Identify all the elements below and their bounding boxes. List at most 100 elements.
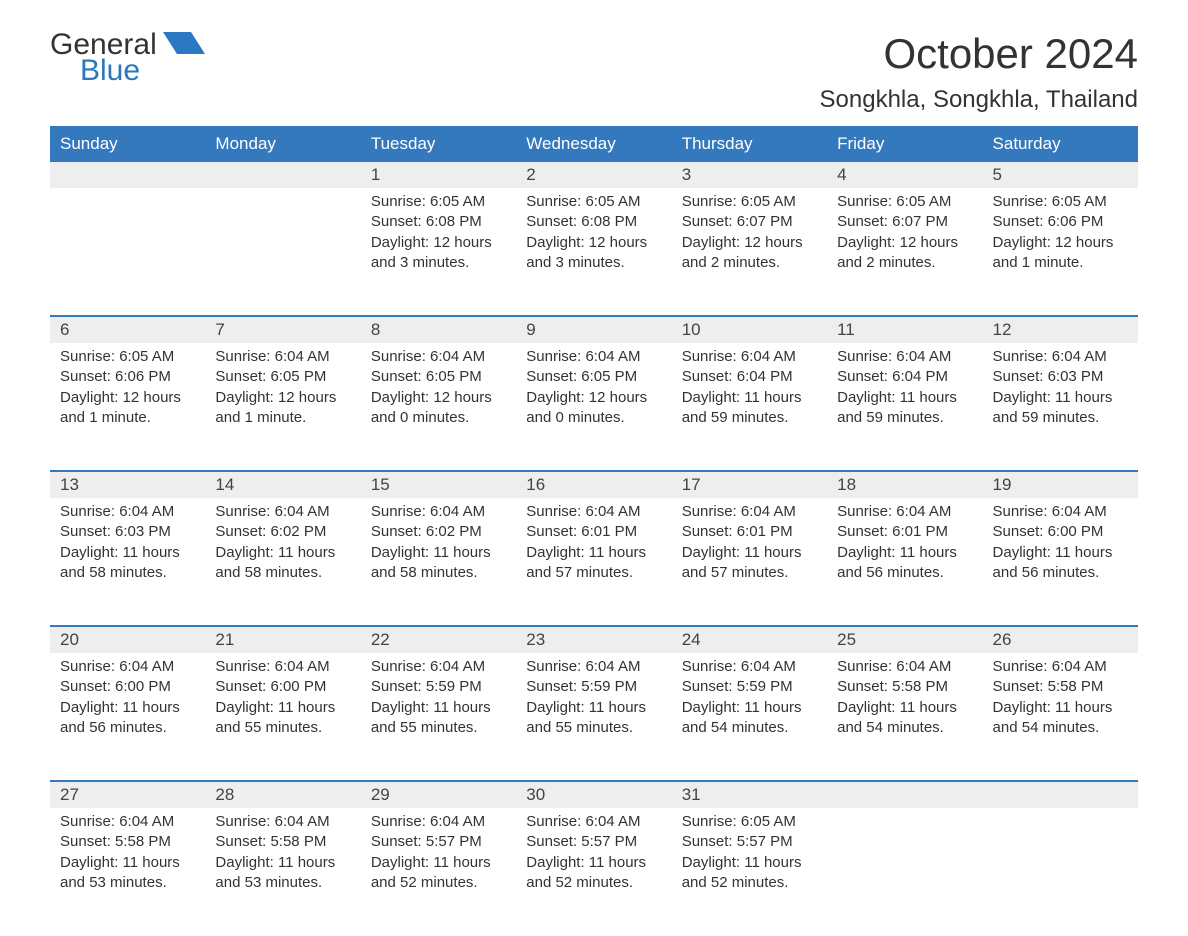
- sunrise-text: Sunrise: 6:04 AM: [60, 657, 195, 677]
- day-cell: Sunrise: 6:05 AMSunset: 6:06 PMDaylight:…: [50, 343, 205, 471]
- day-cell: Sunrise: 6:04 AMSunset: 6:01 PMDaylight:…: [516, 498, 671, 626]
- sunrise-text: Sunrise: 6:05 AM: [682, 192, 817, 212]
- day-number-empty: [983, 781, 1138, 808]
- day-content: Sunrise: 6:05 AMSunset: 6:06 PMDaylight:…: [50, 343, 205, 438]
- day-content: Sunrise: 6:04 AMSunset: 5:57 PMDaylight:…: [361, 808, 516, 903]
- day-content: Sunrise: 6:04 AMSunset: 6:04 PMDaylight:…: [672, 343, 827, 438]
- daylight-text: Daylight: 12 hours and 2 minutes.: [837, 233, 972, 274]
- day-content: Sunrise: 6:05 AMSunset: 6:07 PMDaylight:…: [827, 188, 982, 283]
- sunrise-text: Sunrise: 6:04 AM: [60, 502, 195, 522]
- day-cell-empty: [827, 808, 982, 936]
- day-content: Sunrise: 6:04 AMSunset: 5:58 PMDaylight:…: [50, 808, 205, 903]
- day-content: Sunrise: 6:04 AMSunset: 5:58 PMDaylight:…: [205, 808, 360, 903]
- day-cell: Sunrise: 6:04 AMSunset: 5:58 PMDaylight:…: [205, 808, 360, 936]
- day-content: Sunrise: 6:04 AMSunset: 6:02 PMDaylight:…: [205, 498, 360, 593]
- day-cell: Sunrise: 6:04 AMSunset: 5:58 PMDaylight:…: [827, 653, 982, 781]
- sunset-text: Sunset: 6:02 PM: [215, 522, 350, 542]
- sunset-text: Sunset: 6:00 PM: [993, 522, 1128, 542]
- sunset-text: Sunset: 5:58 PM: [60, 832, 195, 852]
- sunrise-text: Sunrise: 6:04 AM: [682, 347, 817, 367]
- sunrise-text: Sunrise: 6:05 AM: [682, 812, 817, 832]
- location: Songkhla, Songkhla, Thailand: [820, 86, 1138, 114]
- day-number: 31: [672, 781, 827, 808]
- day-cell: Sunrise: 6:04 AMSunset: 6:05 PMDaylight:…: [516, 343, 671, 471]
- sunset-text: Sunset: 6:03 PM: [993, 367, 1128, 387]
- month-title: October 2024: [820, 30, 1138, 78]
- day-number: 12: [983, 316, 1138, 343]
- sunset-text: Sunset: 5:58 PM: [215, 832, 350, 852]
- day-content: Sunrise: 6:04 AMSunset: 6:00 PMDaylight:…: [205, 653, 360, 748]
- daylight-text: Daylight: 11 hours and 55 minutes.: [371, 698, 506, 739]
- day-number: 17: [672, 471, 827, 498]
- day-content: Sunrise: 6:04 AMSunset: 5:58 PMDaylight:…: [983, 653, 1138, 748]
- day-number-empty: [827, 781, 982, 808]
- day-content: Sunrise: 6:05 AMSunset: 6:06 PMDaylight:…: [983, 188, 1138, 283]
- sunset-text: Sunset: 6:08 PM: [526, 212, 661, 232]
- day-number: 2: [516, 161, 671, 188]
- daylight-text: Daylight: 11 hours and 59 minutes.: [682, 388, 817, 429]
- sunrise-text: Sunrise: 6:04 AM: [682, 502, 817, 522]
- sunset-text: Sunset: 6:05 PM: [215, 367, 350, 387]
- day-cell: Sunrise: 6:05 AMSunset: 5:57 PMDaylight:…: [672, 808, 827, 936]
- day-header: Friday: [827, 127, 982, 161]
- sunset-text: Sunset: 6:06 PM: [993, 212, 1128, 232]
- day-cell: Sunrise: 6:04 AMSunset: 6:02 PMDaylight:…: [361, 498, 516, 626]
- day-content-row: Sunrise: 6:04 AMSunset: 5:58 PMDaylight:…: [50, 808, 1138, 936]
- daylight-text: Daylight: 11 hours and 58 minutes.: [215, 543, 350, 584]
- day-content: Sunrise: 6:04 AMSunset: 5:59 PMDaylight:…: [516, 653, 671, 748]
- day-content: Sunrise: 6:04 AMSunset: 6:00 PMDaylight:…: [983, 498, 1138, 593]
- sunset-text: Sunset: 6:07 PM: [837, 212, 972, 232]
- day-cell: Sunrise: 6:04 AMSunset: 5:59 PMDaylight:…: [361, 653, 516, 781]
- logo-flag-icon: [163, 41, 205, 58]
- sunset-text: Sunset: 5:57 PM: [371, 832, 506, 852]
- sunrise-text: Sunrise: 6:04 AM: [526, 502, 661, 522]
- day-header: Tuesday: [361, 127, 516, 161]
- sunset-text: Sunset: 6:04 PM: [837, 367, 972, 387]
- sunrise-text: Sunrise: 6:04 AM: [60, 812, 195, 832]
- day-cell: Sunrise: 6:04 AMSunset: 6:00 PMDaylight:…: [50, 653, 205, 781]
- sunrise-text: Sunrise: 6:04 AM: [993, 502, 1128, 522]
- calendar-table: SundayMondayTuesdayWednesdayThursdayFrid…: [50, 126, 1138, 936]
- day-content-row: Sunrise: 6:04 AMSunset: 6:03 PMDaylight:…: [50, 498, 1138, 626]
- day-number: 16: [516, 471, 671, 498]
- day-cell: Sunrise: 6:04 AMSunset: 5:59 PMDaylight:…: [672, 653, 827, 781]
- day-number: 14: [205, 471, 360, 498]
- day-number-row: 6789101112: [50, 316, 1138, 343]
- daylight-text: Daylight: 11 hours and 55 minutes.: [215, 698, 350, 739]
- daylight-text: Daylight: 12 hours and 2 minutes.: [682, 233, 817, 274]
- sunrise-text: Sunrise: 6:05 AM: [837, 192, 972, 212]
- sunset-text: Sunset: 6:00 PM: [60, 677, 195, 697]
- day-content: Sunrise: 6:04 AMSunset: 6:01 PMDaylight:…: [827, 498, 982, 593]
- sunset-text: Sunset: 6:08 PM: [371, 212, 506, 232]
- day-number: 6: [50, 316, 205, 343]
- day-content-row: Sunrise: 6:04 AMSunset: 6:00 PMDaylight:…: [50, 653, 1138, 781]
- day-content: Sunrise: 6:04 AMSunset: 6:04 PMDaylight:…: [827, 343, 982, 438]
- day-cell: Sunrise: 6:04 AMSunset: 5:58 PMDaylight:…: [50, 808, 205, 936]
- day-content: Sunrise: 6:04 AMSunset: 6:01 PMDaylight:…: [672, 498, 827, 593]
- day-content-row: Sunrise: 6:05 AMSunset: 6:06 PMDaylight:…: [50, 343, 1138, 471]
- day-number: 4: [827, 161, 982, 188]
- day-cell: Sunrise: 6:04 AMSunset: 6:05 PMDaylight:…: [205, 343, 360, 471]
- day-number-empty: [50, 161, 205, 188]
- day-cell: Sunrise: 6:04 AMSunset: 6:04 PMDaylight:…: [672, 343, 827, 471]
- sunrise-text: Sunrise: 6:04 AM: [371, 657, 506, 677]
- daylight-text: Daylight: 11 hours and 56 minutes.: [993, 543, 1128, 584]
- day-number: 21: [205, 626, 360, 653]
- day-number: 27: [50, 781, 205, 808]
- daylight-text: Daylight: 12 hours and 3 minutes.: [526, 233, 661, 274]
- day-number-row: 20212223242526: [50, 626, 1138, 653]
- daylight-text: Daylight: 11 hours and 55 minutes.: [526, 698, 661, 739]
- sunrise-text: Sunrise: 6:04 AM: [215, 347, 350, 367]
- day-number-row: 12345: [50, 161, 1138, 188]
- day-content: Sunrise: 6:04 AMSunset: 6:05 PMDaylight:…: [205, 343, 360, 438]
- day-number: 5: [983, 161, 1138, 188]
- day-cell: Sunrise: 6:04 AMSunset: 6:01 PMDaylight:…: [672, 498, 827, 626]
- daylight-text: Daylight: 12 hours and 1 minute.: [60, 388, 195, 429]
- day-cell: Sunrise: 6:04 AMSunset: 5:57 PMDaylight:…: [361, 808, 516, 936]
- day-content: Sunrise: 6:04 AMSunset: 6:00 PMDaylight:…: [50, 653, 205, 748]
- sunrise-text: Sunrise: 6:04 AM: [837, 347, 972, 367]
- daylight-text: Daylight: 12 hours and 0 minutes.: [526, 388, 661, 429]
- day-cell: Sunrise: 6:04 AMSunset: 5:59 PMDaylight:…: [516, 653, 671, 781]
- day-number: 13: [50, 471, 205, 498]
- day-number: 29: [361, 781, 516, 808]
